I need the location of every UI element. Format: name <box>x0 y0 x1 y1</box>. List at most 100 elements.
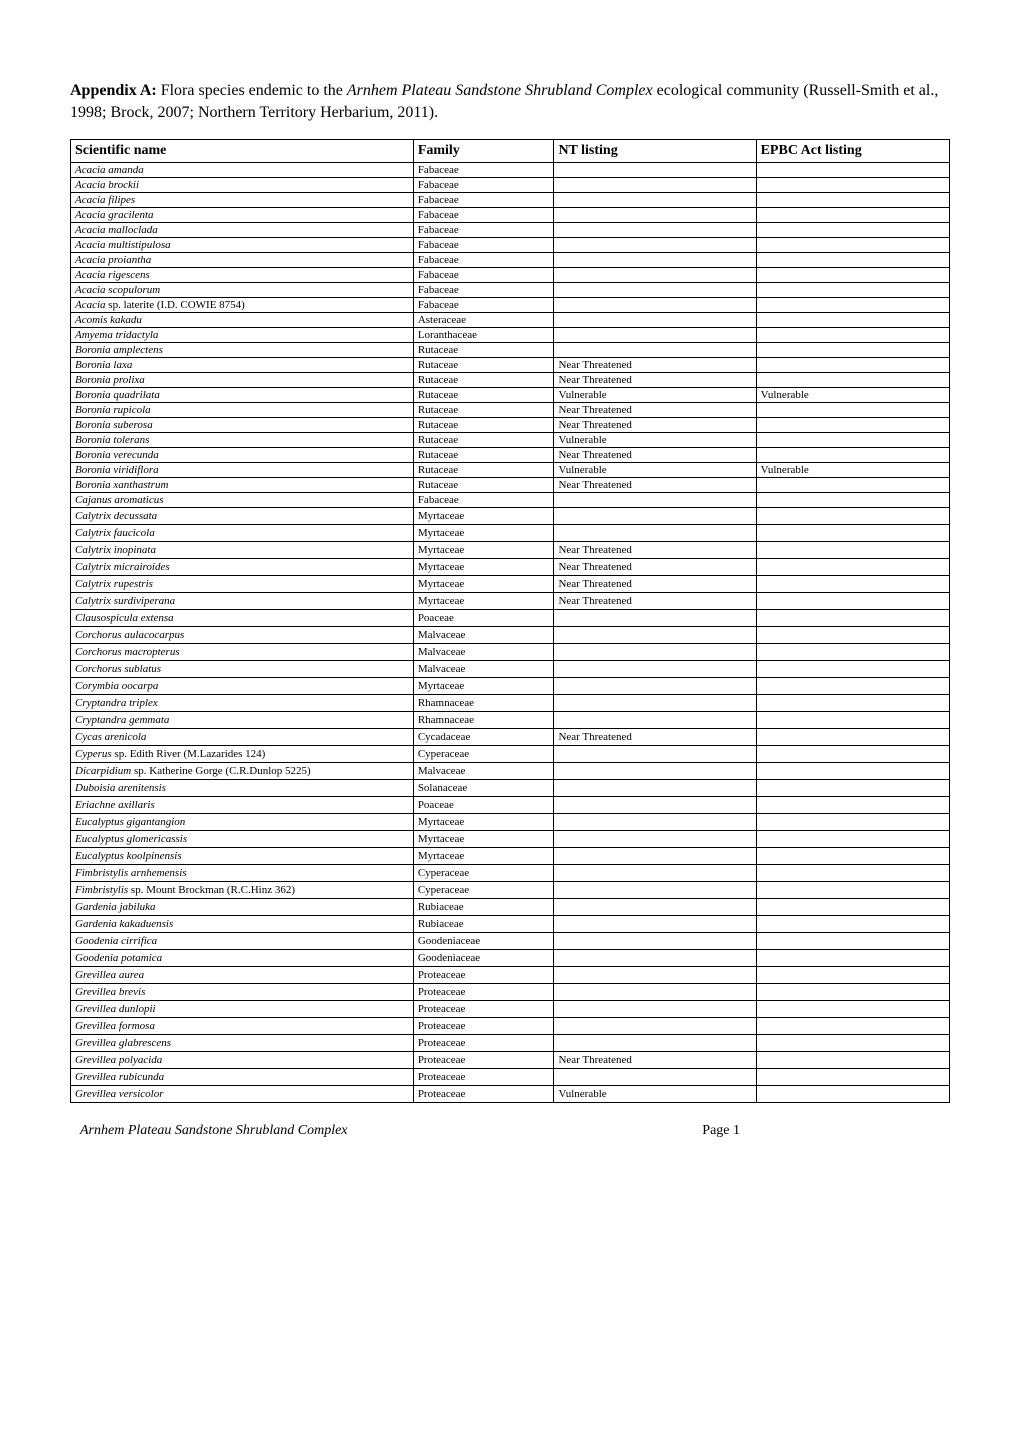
table-row: Cajanus aromaticusFabaceae <box>71 492 950 507</box>
cell-scientific-name: Fimbristylis arnhemensis <box>71 864 414 881</box>
appendix-intro: Appendix A: Flora species endemic to the… <box>70 80 950 125</box>
cell-family: Cyperaceae <box>413 864 554 881</box>
cell-scientific-name: Acacia gracilenta <box>71 207 414 222</box>
cell-family: Rutaceae <box>413 372 554 387</box>
cell-scientific-name: Acacia amanda <box>71 162 414 177</box>
cell-epbc-listing <box>756 864 949 881</box>
cell-scientific-name: Cycas arenicola <box>71 728 414 745</box>
cell-family: Rutaceae <box>413 462 554 477</box>
table-row: Calytrix decussataMyrtaceae <box>71 507 950 524</box>
cell-family: Rubiaceae <box>413 898 554 915</box>
table-row: Calytrix faucicolaMyrtaceae <box>71 524 950 541</box>
cell-nt-listing <box>554 762 756 779</box>
cell-nt-listing <box>554 524 756 541</box>
cell-epbc-listing <box>756 372 949 387</box>
cell-nt-listing <box>554 507 756 524</box>
cell-epbc-listing: Vulnerable <box>756 387 949 402</box>
cell-nt-listing <box>554 252 756 267</box>
cell-nt-listing: Near Threatened <box>554 592 756 609</box>
cell-family: Rutaceae <box>413 387 554 402</box>
cell-epbc-listing <box>756 524 949 541</box>
cell-scientific-name: Grevillea versicolor <box>71 1085 414 1102</box>
cell-scientific-name: Gardenia jabiluka <box>71 898 414 915</box>
cell-nt-listing <box>554 694 756 711</box>
table-row: Calytrix micrairoidesMyrtaceaeNear Threa… <box>71 558 950 575</box>
cell-family: Rhamnaceae <box>413 711 554 728</box>
cell-nt-listing: Vulnerable <box>554 432 756 447</box>
cell-scientific-name: Eucalyptus koolpinensis <box>71 847 414 864</box>
cell-epbc-listing <box>756 417 949 432</box>
cell-scientific-name: Grevillea aurea <box>71 966 414 983</box>
cell-epbc-listing <box>756 745 949 762</box>
cell-scientific-name: Acacia proiantha <box>71 252 414 267</box>
table-row: Grevillea rubicundaProteaceae <box>71 1068 950 1085</box>
cell-epbc-listing <box>756 558 949 575</box>
table-row: Boronia viridifloraRutaceaeVulnerableVul… <box>71 462 950 477</box>
cell-scientific-name: Corymbia oocarpa <box>71 677 414 694</box>
cell-epbc-listing <box>756 575 949 592</box>
cell-scientific-name: Calytrix faucicola <box>71 524 414 541</box>
cell-epbc-listing <box>756 609 949 626</box>
cell-family: Loranthaceae <box>413 327 554 342</box>
cell-epbc-listing <box>756 660 949 677</box>
cell-epbc-listing <box>756 915 949 932</box>
cell-epbc-listing <box>756 477 949 492</box>
th-scientific-name: Scientific name <box>71 139 414 162</box>
cell-epbc-listing <box>756 267 949 282</box>
cell-nt-listing <box>554 677 756 694</box>
cell-epbc-listing <box>756 1034 949 1051</box>
cell-family: Rutaceae <box>413 342 554 357</box>
cell-family: Proteaceae <box>413 983 554 1000</box>
cell-family: Fabaceae <box>413 252 554 267</box>
cell-epbc-listing <box>756 357 949 372</box>
table-row: Acacia scopulorumFabaceae <box>71 282 950 297</box>
cell-scientific-name: Cajanus aromaticus <box>71 492 414 507</box>
cell-epbc-listing <box>756 762 949 779</box>
cell-epbc-listing <box>756 830 949 847</box>
cell-epbc-listing <box>756 847 949 864</box>
cell-nt-listing <box>554 162 756 177</box>
cell-scientific-name: Cryptandra triplex <box>71 694 414 711</box>
cell-scientific-name: Boronia rupicola <box>71 402 414 417</box>
cell-family: Rutaceae <box>413 417 554 432</box>
cell-epbc-listing <box>756 222 949 237</box>
cell-nt-listing <box>554 342 756 357</box>
table-row: Grevillea glabrescensProteaceae <box>71 1034 950 1051</box>
cell-nt-listing <box>554 207 756 222</box>
table-row: Acacia multistipulosaFabaceae <box>71 237 950 252</box>
cell-nt-listing: Near Threatened <box>554 558 756 575</box>
cell-scientific-name: Goodenia cirrifica <box>71 932 414 949</box>
cell-nt-listing <box>554 932 756 949</box>
table-row: Amyema tridactylaLoranthaceae <box>71 327 950 342</box>
cell-epbc-listing <box>756 507 949 524</box>
cell-scientific-name: Eucalyptus gigantangion <box>71 813 414 830</box>
cell-epbc-listing <box>756 728 949 745</box>
cell-family: Fabaceae <box>413 207 554 222</box>
cell-scientific-name: Grevillea formosa <box>71 1017 414 1034</box>
cell-nt-listing <box>554 192 756 207</box>
table-row: Acomis kakaduAsteraceae <box>71 312 950 327</box>
cell-nt-listing <box>554 1034 756 1051</box>
table-row: Goodenia potamicaGoodeniaceae <box>71 949 950 966</box>
cell-scientific-name: Calytrix inopinata <box>71 541 414 558</box>
cell-scientific-name: Boronia quadrilata <box>71 387 414 402</box>
cell-epbc-listing <box>756 342 949 357</box>
cell-family: Goodeniaceae <box>413 932 554 949</box>
cell-family: Myrtaceae <box>413 541 554 558</box>
table-row: Eucalyptus glomericassisMyrtaceae <box>71 830 950 847</box>
cell-family: Rutaceae <box>413 432 554 447</box>
cell-scientific-name: Calytrix rupestris <box>71 575 414 592</box>
cell-nt-listing <box>554 779 756 796</box>
cell-family: Myrtaceae <box>413 830 554 847</box>
cell-scientific-name: Acacia filipes <box>71 192 414 207</box>
cell-family: Malvaceae <box>413 626 554 643</box>
cell-nt-listing <box>554 915 756 932</box>
cell-nt-listing <box>554 881 756 898</box>
cell-nt-listing: Near Threatened <box>554 402 756 417</box>
cell-epbc-listing <box>756 541 949 558</box>
table-row: Acacia mallocladaFabaceae <box>71 222 950 237</box>
cell-family: Proteaceae <box>413 1051 554 1068</box>
page-footer: Arnhem Plateau Sandstone Shrubland Compl… <box>70 1123 950 1139</box>
cell-scientific-name: Eriachne axillaris <box>71 796 414 813</box>
cell-nt-listing <box>554 626 756 643</box>
